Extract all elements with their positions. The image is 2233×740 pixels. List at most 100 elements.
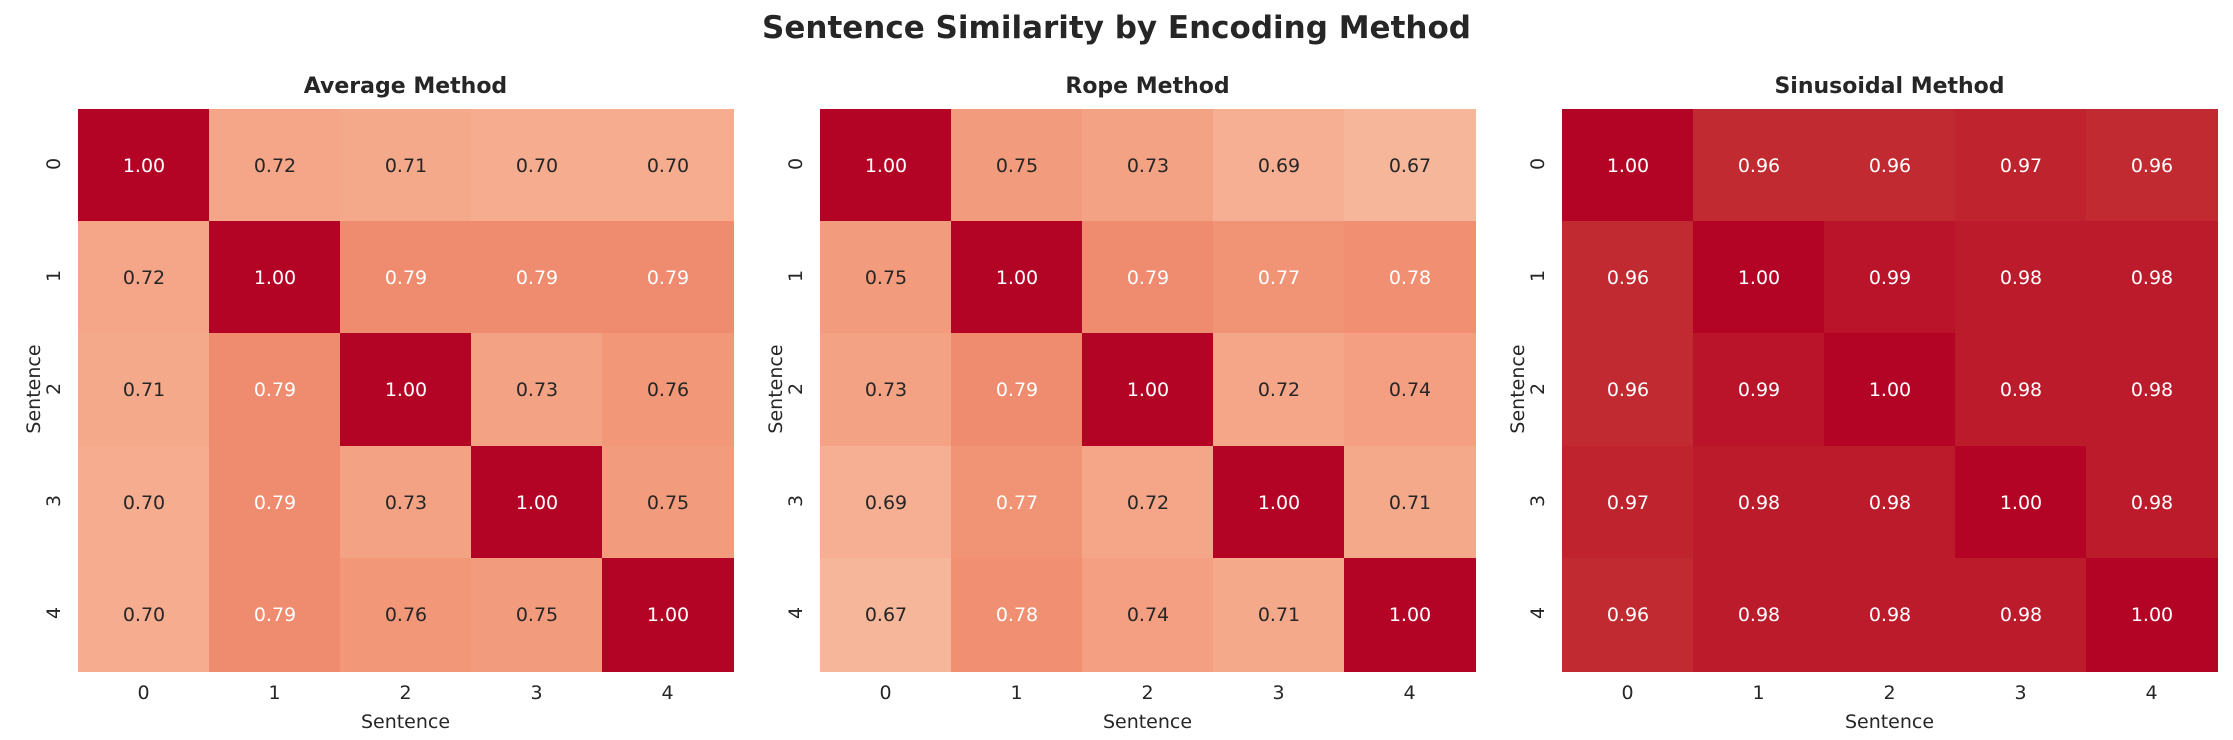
heatmap-cell: 0.69	[1213, 109, 1345, 223]
heatmap-cell: 0.71	[340, 109, 472, 223]
heatmap-cell: 0.96	[1562, 333, 1694, 448]
heatmap-cell: 0.96	[2086, 109, 2218, 223]
heatmap-cell: 0.77	[951, 445, 1083, 560]
y-tick-label: 4	[785, 606, 807, 619]
x-tick-label: 4	[1403, 682, 1416, 704]
heatmap-cell: 0.73	[1082, 109, 1214, 223]
x-tick-label: 2	[1141, 682, 1154, 704]
heatmap-cell: 0.78	[1344, 221, 1476, 336]
heatmap-cell: 0.75	[820, 221, 952, 336]
heatmap-cell: 0.98	[1955, 221, 2087, 336]
x-axis-label: Sentence	[360, 711, 451, 733]
heatmap-cell: 0.70	[78, 557, 210, 672]
heatmap-cell: 0.76	[602, 333, 734, 448]
heatmap-cell: 0.72	[1082, 445, 1214, 560]
x-tick-label: 3	[1272, 682, 1285, 704]
x-tick-label: 4	[661, 682, 674, 704]
panel-title: Rope Method	[1065, 74, 1230, 99]
heatmap-cell: 0.99	[1693, 333, 1825, 448]
panel-title: Sinusoidal Method	[1774, 74, 2005, 99]
panel-title: Average Method	[303, 74, 508, 99]
heatmap-cell: 1.00	[1824, 333, 1956, 448]
heatmap-cell: 0.99	[1824, 221, 1956, 336]
heatmap-cell: 0.79	[471, 221, 603, 336]
heatmap-cell: 1.00	[78, 109, 210, 223]
heatmap-cell: 0.98	[1955, 557, 2087, 672]
heatmap-cell: 0.79	[951, 333, 1083, 448]
x-tick-label: 0	[1621, 682, 1634, 704]
heatmap-cell: 0.72	[1213, 333, 1345, 448]
heatmap-cell: 1.00	[1082, 333, 1214, 448]
heatmap-cell: 0.98	[1693, 557, 1825, 672]
x-tick-label: 4	[2145, 682, 2158, 704]
x-tick-label: 3	[530, 682, 543, 704]
heatmap-cell: 0.72	[209, 109, 341, 223]
y-tick-label: 3	[785, 494, 807, 507]
heatmap-cell: 1.00	[1213, 445, 1345, 560]
heatmap-cell: 1.00	[209, 221, 341, 336]
heatmap-cell: 1.00	[951, 221, 1083, 336]
heatmap-cell: 0.79	[602, 221, 734, 336]
heatmap-cell: 0.75	[951, 109, 1083, 223]
y-tick-label: 2	[1527, 382, 1549, 395]
x-tick-label: 2	[1883, 682, 1896, 704]
figure-title: Sentence Similarity by Encoding Method	[762, 10, 1471, 46]
y-tick-label: 2	[785, 382, 807, 395]
y-tick-label: 3	[43, 494, 65, 507]
heatmap-cell: 0.67	[820, 557, 952, 672]
heatmap-cell: 0.78	[951, 557, 1083, 672]
heatmap-cell: 0.75	[471, 557, 603, 672]
heatmap-cell: 1.00	[1562, 109, 1694, 223]
heatmap-cell: 1.00	[1693, 221, 1825, 336]
heatmap-cell: 0.76	[340, 557, 472, 672]
heatmap-cell: 0.67	[1344, 109, 1476, 223]
heatmap-cell: 0.70	[602, 109, 734, 223]
y-axis-label: Sentence	[1507, 343, 1529, 434]
heatmap-cell: 0.98	[1824, 445, 1956, 560]
heatmap-cell: 0.96	[1562, 221, 1694, 336]
heatmap-cell: 0.79	[209, 333, 341, 448]
heatmap-cell: 1.00	[1344, 557, 1476, 672]
y-axis-label: Sentence	[23, 343, 45, 434]
heatmap-cell: 0.96	[1693, 109, 1825, 223]
heatmap-cell: 0.71	[1344, 445, 1476, 560]
heatmap-cell: 0.98	[1693, 445, 1825, 560]
heatmap-cell: 0.98	[1955, 333, 2087, 448]
heatmap-cell: 0.79	[340, 221, 472, 336]
heatmap-cell: 1.00	[1955, 445, 2087, 560]
heatmap-cell: 0.74	[1344, 333, 1476, 448]
y-tick-label: 1	[785, 270, 807, 283]
y-tick-label: 4	[1527, 606, 1549, 619]
heatmap-cell: 0.96	[1824, 109, 1956, 223]
heatmap-cell: 0.98	[2086, 445, 2218, 560]
x-tick-label: 0	[879, 682, 892, 704]
x-tick-label: 3	[2014, 682, 2027, 704]
heatmap-cell: 1.00	[340, 333, 472, 448]
y-tick-label: 0	[1527, 158, 1549, 171]
y-tick-label: 0	[785, 158, 807, 171]
heatmap-cell: 0.71	[78, 333, 210, 448]
heatmap-cell: 0.71	[1213, 557, 1345, 672]
heatmap-cell: 0.74	[1082, 557, 1214, 672]
x-tick-label: 2	[399, 682, 412, 704]
heatmap-cell: 0.75	[602, 445, 734, 560]
heatmap-cell: 0.73	[340, 445, 472, 560]
y-tick-label: 0	[43, 158, 65, 171]
x-tick-label: 1	[1752, 682, 1765, 704]
y-tick-label: 1	[43, 270, 65, 283]
heatmap-cell: 0.98	[1824, 557, 1956, 672]
x-axis-label: Sentence	[1102, 711, 1193, 733]
x-tick-label: 1	[1010, 682, 1023, 704]
heatmap-cell: 0.79	[209, 445, 341, 560]
heatmap-cell: 0.70	[471, 109, 603, 223]
heatmap-cell: 0.77	[1213, 221, 1345, 336]
heatmap-cell: 0.97	[1562, 445, 1694, 560]
heatmap-cell: 0.70	[78, 445, 210, 560]
heatmap-cell: 0.98	[2086, 221, 2218, 336]
heatmap-cell: 0.98	[2086, 333, 2218, 448]
heatmap-cell: 0.73	[471, 333, 603, 448]
heatmap-cell: 1.00	[471, 445, 603, 560]
heatmap-cell: 1.00	[602, 557, 734, 672]
heatmap-cell: 0.97	[1955, 109, 2087, 223]
